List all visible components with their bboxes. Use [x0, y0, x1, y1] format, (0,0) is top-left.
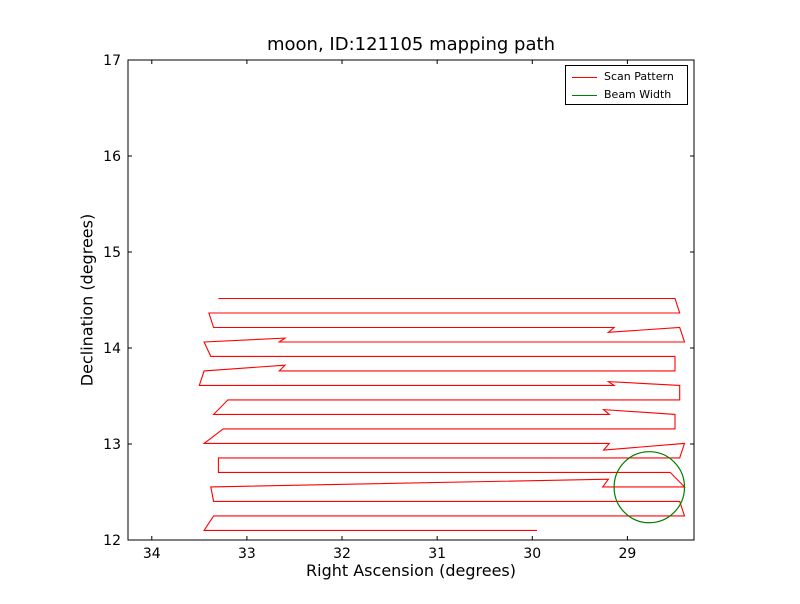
x-tick-label: 34 — [143, 546, 161, 562]
y-tick-label: 14 — [103, 341, 121, 357]
x-tick-label: 29 — [618, 546, 636, 562]
y-tick-label: 16 — [103, 149, 121, 165]
chart-title: moon, ID:121105 mapping path — [267, 34, 555, 55]
series-circle-beam-width — [613, 451, 686, 524]
legend-label-beam-width: Beam Width — [604, 88, 672, 101]
axes-frame — [127, 59, 695, 541]
x-tick-label: 30 — [523, 546, 541, 562]
legend-swatch-beam-width — [572, 95, 597, 96]
x-tick-label: 32 — [333, 546, 351, 562]
y-tick-label: 15 — [103, 245, 121, 261]
series-line-scan-pattern — [198, 297, 686, 531]
legend-label-scan-pattern: Scan Pattern — [604, 70, 674, 83]
y-tick-label: 13 — [103, 437, 121, 453]
y-tick-label: 12 — [103, 533, 121, 549]
x-tick-label: 31 — [428, 546, 446, 562]
legend: Scan Pattern Beam Width — [565, 65, 688, 105]
y-tick-label: 17 — [103, 53, 121, 69]
legend-swatch-scan-pattern — [572, 77, 597, 78]
x-tick-label: 33 — [238, 546, 256, 562]
y-axis-label: Declination (degrees) — [77, 213, 97, 387]
x-axis-label: Right Ascension (degrees) — [306, 561, 516, 580]
